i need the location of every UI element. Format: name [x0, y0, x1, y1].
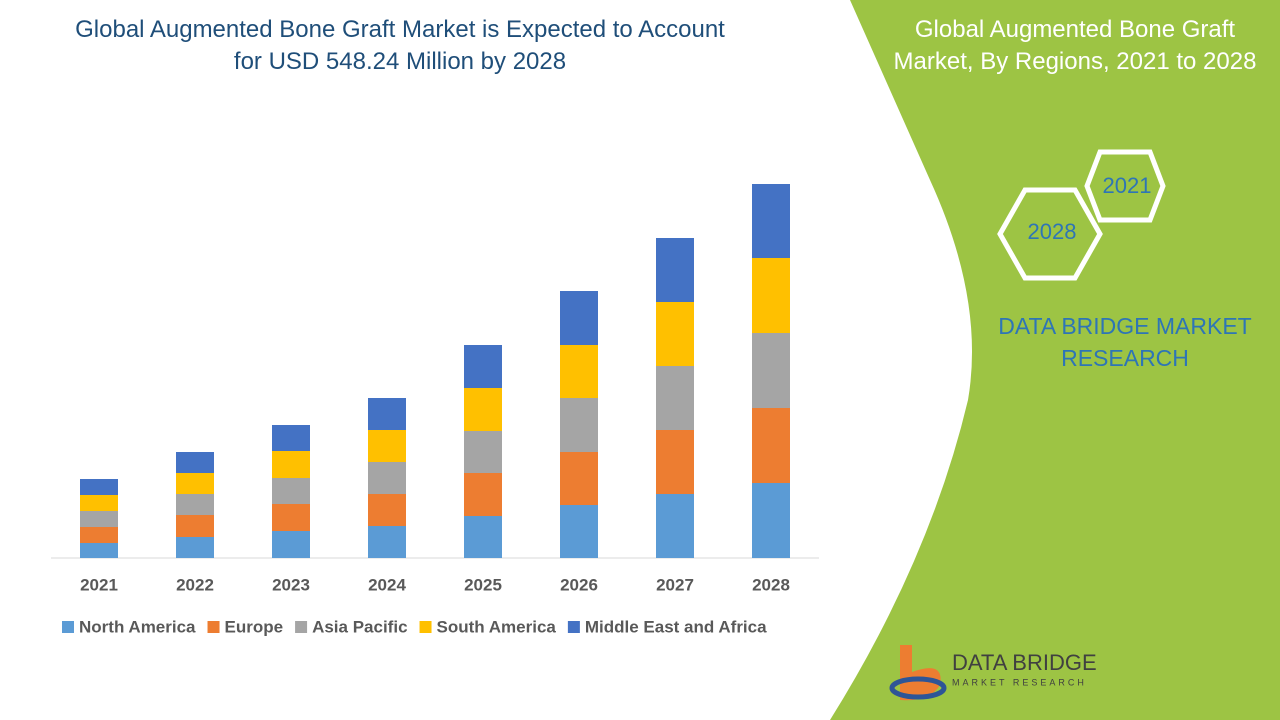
bar-segment [272, 425, 310, 451]
bar-segment [368, 398, 406, 430]
legend-label: Europe [225, 617, 284, 636]
bar-segment [560, 452, 598, 505]
x-tick-label: 2022 [176, 575, 214, 594]
bar-segment [176, 494, 214, 515]
legend-label: Middle East and Africa [585, 617, 767, 636]
legend-swatch [419, 621, 432, 633]
bar-segment [464, 516, 502, 558]
bar-segment [368, 494, 406, 526]
bar-segment [368, 526, 406, 558]
bar-segment [560, 345, 598, 398]
bar-segment [560, 398, 598, 452]
bar-segment [80, 543, 118, 558]
legend-swatch [567, 621, 580, 633]
bar-segment [80, 495, 118, 511]
hexagon [1084, 149, 1166, 223]
bar-segment [656, 494, 694, 558]
brand-text: DATA BRIDGE MARKET RESEARCH [998, 313, 1252, 371]
x-tick-label: 2027 [656, 575, 694, 594]
logo-tagline: MARKET RESEARCH [952, 677, 1087, 687]
bar-segment [368, 462, 406, 494]
bar-segment [272, 531, 310, 558]
bar-segment [656, 238, 694, 302]
legend-label: North America [79, 617, 196, 636]
bar-segment [176, 515, 214, 537]
x-tick-label: 2026 [560, 575, 598, 594]
bar-segment [272, 451, 310, 478]
legend-label: South America [437, 617, 557, 636]
bar-segment [752, 184, 790, 258]
hexagon [997, 187, 1103, 281]
logo-name: DATA BRIDGE [952, 650, 1097, 675]
bar-segment [752, 258, 790, 333]
hex-label: 2021 [1103, 173, 1152, 198]
bar-segment [752, 333, 790, 408]
hex-label: 2028 [1028, 219, 1077, 244]
x-tick-label: 2024 [368, 575, 406, 594]
bar-segment [464, 473, 502, 516]
bar-segment [176, 473, 214, 494]
bar-segment [752, 483, 790, 558]
bar-segment [272, 478, 310, 504]
bar-segment [656, 302, 694, 366]
bar-segment [656, 430, 694, 494]
bar-segment [656, 366, 694, 430]
bar-segment [464, 388, 502, 431]
bar-segment [752, 408, 790, 483]
bar-segment [464, 431, 502, 473]
x-tick-label: 2021 [80, 575, 118, 594]
x-tick-label: 2028 [752, 575, 790, 594]
bar-segment [272, 504, 310, 531]
x-tick-label: 2025 [464, 575, 502, 594]
logo-mark [889, 676, 947, 700]
bar-segment [560, 291, 598, 345]
legend-swatch [62, 621, 74, 633]
chart-title: Global Augmented Bone Graft Market is Ex… [75, 16, 725, 75]
legend-swatch [207, 621, 220, 633]
bar-segment [80, 527, 118, 543]
logo-mark [900, 645, 941, 701]
x-tick-label: 2023 [272, 575, 310, 594]
bar-segment [464, 345, 502, 388]
bar-segment [80, 511, 118, 527]
bar-segment [80, 479, 118, 495]
bar-segment [176, 452, 214, 473]
bar-segment [560, 505, 598, 558]
green-panel [830, 0, 1280, 720]
panel-title: Global Augmented Bone Graft Market, By R… [893, 16, 1257, 75]
legend-label: Asia Pacific [312, 617, 407, 636]
bar-segment [368, 430, 406, 462]
bar-segment [176, 537, 214, 558]
legend-swatch [295, 621, 308, 633]
